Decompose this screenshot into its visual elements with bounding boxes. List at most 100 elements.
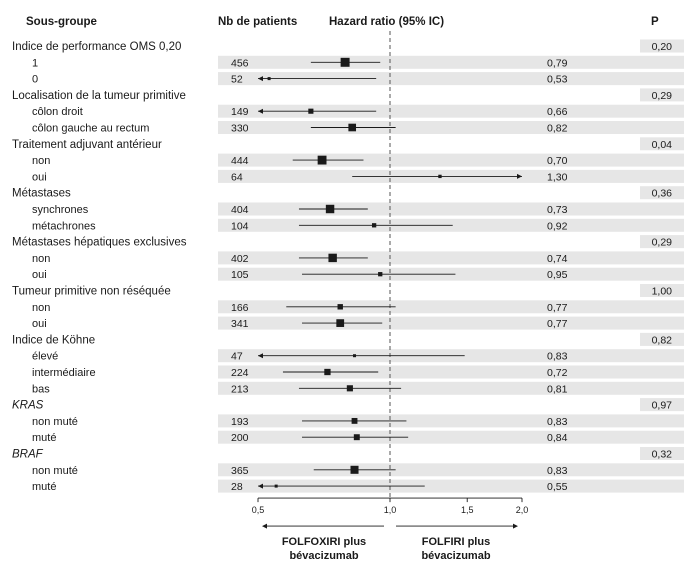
x-tick-label: 1,5 bbox=[461, 505, 474, 515]
patient-count: 456 bbox=[231, 57, 249, 69]
hr-point bbox=[328, 253, 337, 263]
patient-count: 47 bbox=[231, 351, 243, 363]
hr-value: 0,81 bbox=[547, 383, 568, 395]
p-band bbox=[640, 332, 684, 346]
hr-point bbox=[378, 272, 383, 277]
direction-labels: FOLFOXIRI plus bévacizumab FOLFIRI plus bév… bbox=[262, 523, 518, 562]
row-band bbox=[218, 381, 684, 395]
ci-mark bbox=[258, 483, 425, 489]
ci-mark bbox=[313, 465, 396, 474]
ci-mark bbox=[352, 173, 522, 179]
ci-mark bbox=[258, 353, 465, 359]
subgroup-label: 0 bbox=[32, 74, 38, 86]
hr-point bbox=[317, 155, 327, 165]
subgroup-label: côlon gauche au rectum bbox=[32, 123, 149, 135]
hr-value: 0,83 bbox=[547, 416, 568, 428]
header-hazard-ratio: Hazard ratio (95% IC) bbox=[329, 16, 444, 28]
hr-point bbox=[371, 223, 377, 228]
ci-mark bbox=[292, 155, 364, 165]
hr-value: 0,55 bbox=[547, 481, 568, 493]
row-band bbox=[218, 72, 684, 86]
row-band bbox=[218, 365, 684, 379]
ci-mark bbox=[310, 57, 381, 67]
subgroup-label: 1 bbox=[32, 57, 38, 69]
p-band bbox=[640, 137, 684, 151]
patient-count: 28 bbox=[231, 481, 243, 493]
subgroup-label: intermédiaire bbox=[32, 367, 96, 379]
group-label: BRAF bbox=[12, 449, 44, 461]
group-label: KRAS bbox=[12, 400, 44, 412]
left-direction-label: bévacizumab bbox=[289, 550, 358, 562]
patient-count: 166 bbox=[231, 302, 249, 314]
header-subgroup: Sous-groupe bbox=[26, 16, 97, 28]
ci-mark bbox=[282, 368, 379, 376]
ci-mark bbox=[258, 76, 377, 82]
patient-count: 105 bbox=[231, 269, 249, 281]
hr-value: 0,92 bbox=[547, 220, 568, 232]
group-label: Traitement adjuvant antérieur bbox=[12, 139, 162, 151]
hr-point bbox=[337, 304, 343, 310]
hr-value: 0,74 bbox=[547, 253, 568, 265]
patient-count: 104 bbox=[231, 220, 249, 232]
row-band bbox=[218, 300, 684, 314]
subgroup-label: synchrones bbox=[32, 204, 89, 216]
row-band bbox=[218, 251, 684, 265]
ci-arrow-icon bbox=[258, 483, 263, 489]
patient-count: 213 bbox=[231, 383, 249, 395]
patient-count: 149 bbox=[231, 106, 249, 118]
hr-point bbox=[324, 368, 331, 376]
p-band bbox=[640, 39, 684, 53]
ci-arrow-icon bbox=[258, 353, 263, 359]
row-band bbox=[218, 414, 684, 428]
ci-arrow-icon bbox=[513, 523, 518, 529]
subgroup-label: côlon droit bbox=[32, 106, 83, 118]
subgroup-label: métachrones bbox=[32, 220, 96, 232]
hr-value: 0,84 bbox=[547, 432, 568, 444]
ci-mark bbox=[302, 417, 407, 424]
group-label: Indice de Köhne bbox=[12, 334, 95, 346]
x-axis: 0,5 1,0 1,5 2,0 bbox=[252, 497, 529, 515]
subgroup-label: non bbox=[32, 302, 50, 314]
x-tick-label: 2,0 bbox=[516, 505, 529, 515]
ci-mark bbox=[298, 385, 402, 392]
patient-count: 64 bbox=[231, 171, 243, 183]
group-label: Indice de performance OMS 0,20 bbox=[12, 41, 181, 53]
row-band bbox=[218, 153, 684, 167]
hr-value: 0,70 bbox=[547, 155, 568, 167]
hr-value: 0,95 bbox=[547, 269, 568, 281]
ci-mark bbox=[302, 319, 383, 327]
group-label: Métastases hépatiques exclusives bbox=[12, 237, 187, 249]
hr-value: 0,66 bbox=[547, 106, 568, 118]
subgroup-label: oui bbox=[32, 171, 47, 183]
hr-point bbox=[274, 484, 278, 488]
hr-value: 0,72 bbox=[547, 367, 568, 379]
hr-point bbox=[346, 385, 353, 392]
hr-point bbox=[308, 108, 314, 114]
patient-count: 193 bbox=[231, 416, 249, 428]
p-band bbox=[640, 398, 684, 412]
right-direction-label: FOLFIRI plus bbox=[422, 536, 490, 548]
subgroup-rows: Indice de performance OMS 0,20 0,20 1 456 0,… bbox=[12, 41, 672, 493]
p-value: 0,29 bbox=[652, 90, 673, 102]
hr-point bbox=[438, 174, 442, 179]
hr-point bbox=[325, 204, 335, 214]
subgroup-label: oui bbox=[32, 318, 47, 330]
ci-arrow-icon bbox=[262, 523, 267, 529]
hr-value: 0,73 bbox=[547, 204, 568, 216]
ci-mark bbox=[298, 253, 368, 263]
hr-value: 0,82 bbox=[547, 123, 568, 135]
ci-mark bbox=[302, 434, 409, 441]
right-direction-label: bévacizumab bbox=[421, 550, 490, 562]
hr-point bbox=[353, 434, 360, 441]
row-band bbox=[218, 202, 684, 216]
ci-mark bbox=[286, 304, 396, 310]
subgroup-label: élevé bbox=[32, 351, 58, 363]
p-value: 1,00 bbox=[652, 286, 673, 298]
patient-count: 365 bbox=[231, 465, 249, 477]
group-label: Tumeur primitive non réséquée bbox=[12, 286, 171, 298]
hr-value: 0,53 bbox=[547, 74, 568, 86]
ci-arrow-icon bbox=[517, 173, 522, 179]
row-bands bbox=[218, 39, 684, 493]
p-value: 0,82 bbox=[652, 334, 673, 346]
subgroup-label: muté bbox=[32, 432, 56, 444]
